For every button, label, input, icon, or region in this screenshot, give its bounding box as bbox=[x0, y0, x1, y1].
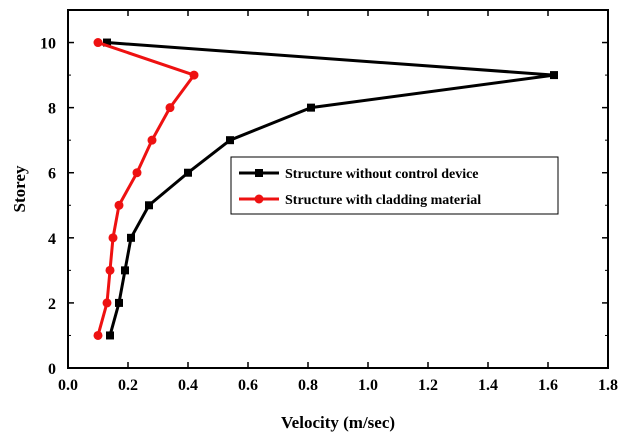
legend: Structure without control device Structur… bbox=[230, 156, 559, 215]
series-2-point bbox=[165, 103, 175, 113]
y-tick-label: 4 bbox=[48, 231, 56, 248]
series-2-point bbox=[108, 233, 118, 243]
legend-marker-1 bbox=[255, 169, 263, 177]
series-1-point bbox=[115, 298, 123, 307]
x-tick-label: 1.4 bbox=[478, 377, 498, 394]
series-1-point bbox=[127, 233, 135, 242]
x-axis-title: Velocity (m/sec) bbox=[281, 413, 395, 432]
series-2-point bbox=[114, 200, 124, 210]
x-tick-label: 0.4 bbox=[178, 377, 198, 394]
legend-box bbox=[230, 156, 559, 215]
series-1-point bbox=[121, 266, 129, 275]
series-1-point bbox=[145, 201, 153, 210]
x-tick-label: 0.6 bbox=[238, 377, 258, 394]
y-tick-label: 6 bbox=[48, 166, 56, 183]
y-tick-label: 2 bbox=[48, 296, 56, 313]
series-2-point bbox=[102, 298, 112, 308]
x-tick-label: 1.6 bbox=[538, 377, 558, 394]
plot-frame bbox=[67, 9, 609, 369]
y-tick-label: 0 bbox=[48, 361, 56, 378]
series-1-point bbox=[106, 331, 114, 340]
series-1-line bbox=[106, 41, 556, 336]
legend-label-2: Structure with cladding material bbox=[285, 193, 481, 208]
series-1 bbox=[103, 38, 558, 340]
x-tick-label: 1.8 bbox=[598, 377, 618, 394]
x-tick-label: 1.2 bbox=[418, 377, 438, 394]
legend-entries: Structure without control device Structur… bbox=[239, 167, 481, 208]
x-tick-label: 1.0 bbox=[358, 377, 378, 394]
series-2-point bbox=[132, 168, 142, 178]
series-1-point bbox=[184, 168, 192, 177]
series-2-line bbox=[96, 41, 196, 336]
series-1-point bbox=[226, 136, 234, 145]
series-1-point bbox=[103, 38, 111, 47]
y-tick-label: 8 bbox=[48, 101, 56, 118]
series-2-point bbox=[93, 330, 103, 340]
x-tick-label: 0.8 bbox=[298, 377, 318, 394]
series-2-point bbox=[93, 38, 103, 48]
legend-marker-2 bbox=[254, 194, 264, 204]
series-layer bbox=[93, 38, 558, 340]
series-2-point bbox=[105, 265, 115, 275]
series-2-point bbox=[147, 135, 157, 145]
series-2-point bbox=[189, 70, 199, 80]
y-axis-title: Storey bbox=[10, 165, 29, 212]
x-tick-label: 0.0 bbox=[58, 377, 78, 394]
ticks-layer: 0.0 0.2 0.4 0.6 0.8 1.0 1.2 1.4 1.6 1.8 0 2 4 6 8 10 bbox=[40, 10, 618, 394]
series-1-point bbox=[307, 103, 315, 112]
series-2 bbox=[93, 38, 199, 340]
y-tick-label: 10 bbox=[40, 36, 56, 53]
series-1-point bbox=[550, 71, 558, 80]
legend-label-1: Structure without control device bbox=[285, 167, 479, 182]
x-tick-label: 0.2 bbox=[118, 377, 138, 394]
